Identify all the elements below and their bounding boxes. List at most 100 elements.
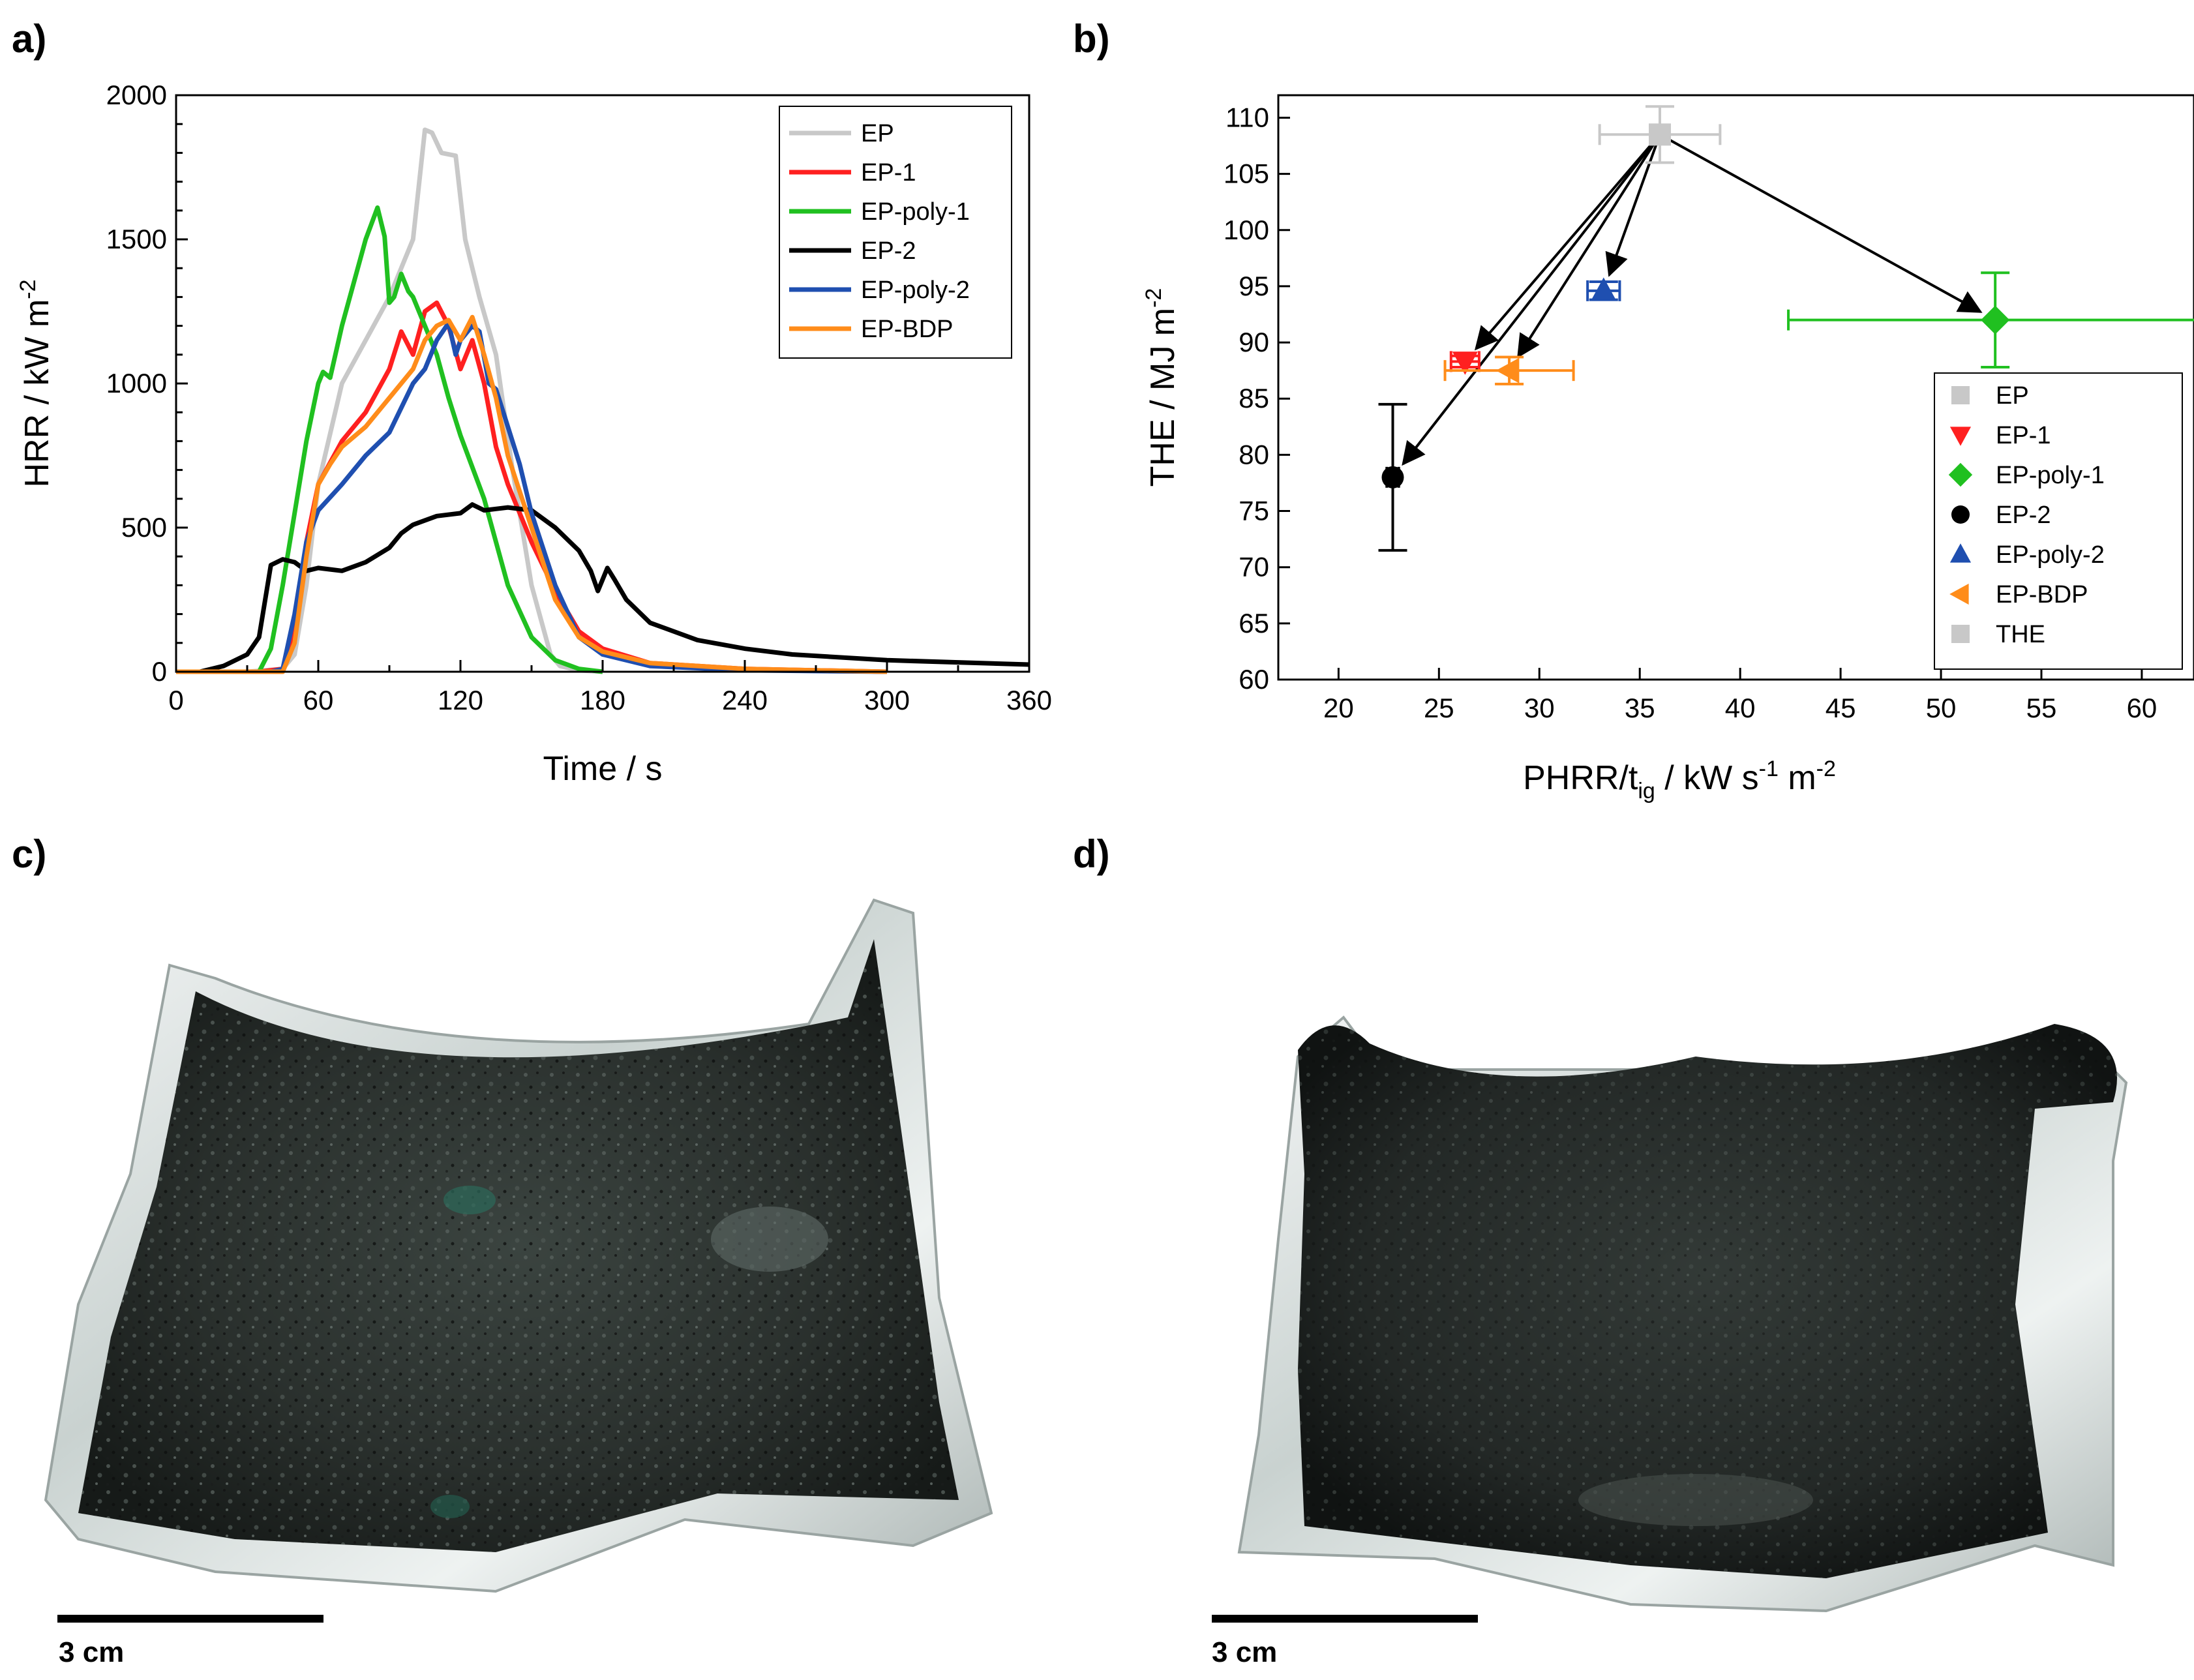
chart-a-series-line-ep: [176, 127, 603, 674]
photo-d-scale-label: 3 cm: [1212, 1636, 1277, 1668]
chart-b-point-ep-bdp: [1443, 355, 1575, 385]
chart-b-y-tick-label: 60: [1239, 664, 1269, 695]
chart-b-x-tick-label: 30: [1524, 693, 1555, 723]
chart-a-hrr-vs-time: 0 60 120 180 240 300 360 0 500 1000 1500 2000 Time …: [16, 80, 1052, 788]
chart-a-y-tick-label: 2000: [106, 80, 167, 110]
chart-b-x-tick-label: 20: [1323, 693, 1354, 723]
chart-b-point-ep-poly-2: [1586, 277, 1621, 301]
chart-b-point-ep-poly-1: [1787, 271, 2194, 368]
photo-c-glint: [430, 1495, 470, 1518]
chart-a-series-line-ep-2: [176, 502, 1030, 674]
chart-b-y-tick-label: 95: [1239, 271, 1269, 301]
chart-a-series-line-ep-poly-1: [176, 205, 603, 674]
chart-b-legend-label: EP-2: [1996, 502, 2051, 529]
chart-b-plot-frame: [1277, 94, 2194, 681]
chart-b-arrow-to-ep-poly-2: [1605, 134, 1661, 277]
chart-b-marker-ep-2: [1381, 466, 1404, 488]
chart-b-arrow-to-ep-1: [1474, 134, 1661, 351]
chart-a-y-tick-label: 1000: [106, 368, 167, 398]
chart-b-y-tick-label: 110: [1225, 102, 1269, 132]
chart-b-legend-box: [1934, 372, 2183, 670]
chart-b-y-tick-label: 75: [1239, 496, 1269, 526]
panel-label-c: c): [12, 832, 46, 876]
chart-a-series: [176, 127, 1030, 674]
photo-c-scale-label: 3 cm: [59, 1636, 124, 1668]
chart-b-x-axis-title: PHRR/tig / kW s-1 m-2: [1523, 757, 1836, 803]
chart-b-x-tick-label: 45: [1826, 693, 1856, 723]
chart-b-arrow-to-ep-2: [1402, 134, 1661, 466]
panel-label-b: b): [1073, 17, 1110, 61]
chart-a-series-line-ep-poly-2: [176, 320, 888, 674]
chart-a-legend-label: EP-2: [861, 237, 916, 265]
chart-b-legend-marker-ep-2: [1951, 505, 1970, 524]
chart-a-x-tick-label: 60: [303, 685, 334, 715]
photo-d-scale-bar: [1212, 1615, 1478, 1623]
chart-a-y-tick-label: 1500: [106, 224, 167, 254]
chart-b-y-tick-label: 90: [1239, 327, 1269, 357]
chart-a-y-tick-label: 0: [152, 656, 167, 687]
photo-d-glint: [1578, 1474, 1813, 1526]
chart-b-point-ep-2: [1378, 402, 1407, 552]
chart-a-legend-label: EP-BDP: [861, 316, 953, 343]
chart-a-series-line-ep-bdp: [176, 314, 888, 674]
chart-b-marker-ep-bdp: [1495, 357, 1520, 383]
chart-a-legend-label: EP-poly-2: [861, 277, 970, 304]
chart-a-x-tick-label: 180: [580, 685, 625, 715]
chart-b-legend-marker-the: [1951, 625, 1970, 643]
chart-a-x-tick-label: 300: [864, 685, 910, 715]
chart-b-legend-marker-ep-bdp: [1949, 583, 1969, 605]
panel-label-d: d): [1073, 832, 1110, 876]
chart-b-legend-marker-ep: [1951, 386, 1970, 404]
chart-b-y-tick-label: 80: [1239, 439, 1269, 470]
chart-b-arrows: [1402, 133, 1983, 466]
photo-d-char-residue: 3 cm: [1212, 1015, 2128, 1668]
chart-a-y-tick-label: 500: [121, 512, 167, 543]
photo-d-char-texture: [1298, 1024, 2117, 1578]
chart-b-y-tick-label: 65: [1239, 608, 1269, 638]
photo-c-scale-bar: [57, 1615, 323, 1623]
chart-b-x-tick-label: 60: [2127, 693, 2157, 723]
chart-b-x-tick-label: 50: [1926, 693, 1957, 723]
photo-c-glint: [711, 1207, 828, 1272]
chart-b-ticks: 20 25 30 35 40 45 50 55 60 60 65 70 75 80 85 90 95 100 105…: [1224, 102, 2157, 723]
chart-a-x-tick-label: 240: [722, 685, 768, 715]
chart-b-x-tick-label: 40: [1725, 693, 1756, 723]
chart-b-legend-marker-ep-poly-2: [1949, 543, 1972, 563]
chart-b-marker-ep-poly-2: [1591, 277, 1617, 301]
chart-b-x-tick-label: 35: [1625, 693, 1655, 723]
chart-b-point-ep: [1598, 105, 1722, 164]
chart-b-arrow-to-ep-bdp: [1517, 134, 1661, 359]
chart-b-the-vs-phrr-tig: 20 25 30 35 40 45 50 55 60 60 65 70 75 80 85 90 95 100 105…: [1141, 94, 2194, 803]
chart-b-legend-label: EP-poly-1: [1996, 462, 2105, 489]
chart-b-marker-ep: [1649, 123, 1671, 146]
chart-b-legend-marker-ep-1: [1949, 427, 1972, 446]
chart-b-marker-ep-1: [1452, 352, 1478, 375]
chart-b-y-tick-label: 85: [1239, 383, 1269, 413]
photo-c-char-residue: 3 cm: [44, 898, 993, 1668]
chart-a-x-tick-label: 360: [1006, 685, 1052, 715]
chart-a-legend: EP EP-1 EP-poly-1 EP-2 EP-poly-2 EP-BDP: [779, 106, 1012, 359]
chart-a-x-tick-label: 120: [438, 685, 483, 715]
chart-b-legend-label: THE: [1996, 621, 2045, 648]
chart-b-y-tick-label: 100: [1224, 215, 1269, 245]
chart-b-y-tick-label: 70: [1239, 552, 1269, 582]
chart-b-legend-label: EP-1: [1996, 422, 2051, 449]
chart-b-legend-marker-ep-poly-1: [1948, 462, 1973, 487]
chart-b-points: [1378, 105, 2194, 552]
panel-label-a: a): [12, 17, 46, 61]
chart-b-legend-label: EP: [1996, 382, 2029, 410]
chart-b-point-ep-1: [1449, 351, 1480, 375]
chart-b-arrow-to-ep-poly-1: [1659, 133, 1983, 313]
chart-b-y-tick-label: 105: [1224, 158, 1269, 189]
chart-a-legend-label: EP-poly-1: [861, 198, 970, 226]
chart-b-legend: EP EP-1 EP-poly-1 EP-2 EP-poly-2 EP-BDP THE: [1934, 372, 2183, 670]
chart-a-legend-box: [779, 106, 1012, 359]
chart-a-ticks: 0 60 120 180 240 300 360 0 500 1000 1500 2000: [106, 80, 1052, 715]
chart-b-legend-label: EP-poly-2: [1996, 541, 2105, 569]
chart-a-x-axis-title: Time / s: [543, 750, 663, 788]
chart-a-legend-label: EP: [861, 120, 894, 147]
photo-c-char-texture: [78, 939, 959, 1552]
chart-b-x-tick-label: 25: [1424, 693, 1454, 723]
chart-b-x-tick-label: 55: [2026, 693, 2057, 723]
